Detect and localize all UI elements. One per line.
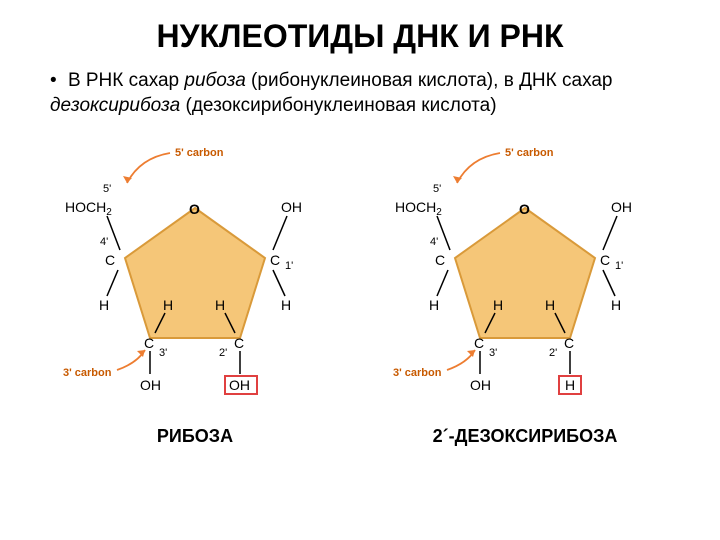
c2-atom: C — [234, 335, 244, 351]
d-c4: C — [435, 252, 445, 268]
d-c1-oh: OH — [611, 199, 632, 215]
c3-oh: OH — [140, 377, 161, 393]
c1-atom: C — [270, 252, 280, 268]
subtitle: • В РНК сахар рибоза (рибонуклеиновая ки… — [0, 55, 720, 118]
d-pos-4: 4' — [430, 236, 438, 248]
c1-h: H — [281, 297, 291, 313]
arrow5-line — [127, 153, 170, 183]
hoch2-label: HOCH2 — [65, 199, 112, 218]
bond-c4-h — [107, 270, 118, 296]
ribose-column: 5' carbon 3' carbon O 4' C 5' HOCH2 — [45, 138, 345, 447]
d-carbon5-label: 5' carbon — [505, 147, 554, 159]
pos-5: 5' — [103, 183, 111, 195]
c3-atom: C — [144, 335, 154, 351]
carbon5-label: 5' carbon — [175, 147, 224, 159]
bond-c1-h — [273, 270, 285, 296]
diagram-row: 5' carbon 3' carbon O 4' C 5' HOCH2 — [0, 118, 720, 447]
pos-4: 4' — [100, 236, 108, 248]
d-pos-3: 3' — [489, 347, 497, 359]
pos-2: 2' — [219, 347, 227, 359]
deoxyribose-name: 2´-ДЕЗОКСИРИБОЗА — [433, 426, 618, 447]
deoxyribose-column: 5' carbon 3' carbon O 4' C 5' HOCH2 H C … — [375, 138, 675, 447]
page-title: НУКЛЕОТИДЫ ДНК И РНК — [0, 0, 720, 55]
d-bond-c4-c5 — [437, 216, 450, 250]
ribose-pentagon — [125, 208, 265, 338]
d-c4-h: H — [429, 297, 439, 313]
pos-3: 3' — [159, 347, 167, 359]
d-carbon3-label: 3' carbon — [393, 367, 442, 379]
bullet-icon: • — [50, 69, 57, 94]
d-arrow5-line — [457, 153, 500, 183]
d-c3: C — [474, 335, 484, 351]
d-pos-1: 1' — [615, 260, 623, 272]
ribose-name: РИБОЗА — [157, 426, 233, 447]
c3-h-in: H — [163, 297, 173, 313]
deoxy-pentagon — [455, 208, 595, 338]
d-ring-o: O — [519, 201, 530, 217]
c2-h-in: H — [215, 297, 225, 313]
d-c3-h-in: H — [493, 297, 503, 313]
c4-atom: C — [105, 252, 115, 268]
subtitle-text: В РНК сахар рибоза (рибонуклеиновая кисл… — [50, 70, 613, 116]
deoxyribose-diagram: 5' carbon 3' carbon O 4' C 5' HOCH2 H C … — [375, 138, 675, 418]
d-bond-c4-h — [437, 270, 448, 296]
d-pos-5: 5' — [433, 183, 441, 195]
d-c3-oh: OH — [470, 377, 491, 393]
d-c2: C — [564, 335, 574, 351]
bond-c1-oh — [273, 216, 287, 250]
bond-c4-c5 — [107, 216, 120, 250]
ribose-diagram: 5' carbon 3' carbon O 4' C 5' HOCH2 — [45, 138, 345, 418]
pos-1: 1' — [285, 260, 293, 272]
c1-oh: OH — [281, 199, 302, 215]
d-c1: C — [600, 252, 610, 268]
d-bond-c1-h — [603, 270, 615, 296]
c2-sub: OH — [229, 377, 250, 393]
d-bond-c1-oh — [603, 216, 617, 250]
d-c2-h-in: H — [545, 297, 555, 313]
ring-o: O — [189, 201, 200, 217]
d-c2-sub: H — [565, 377, 575, 393]
d-hoch2: HOCH2 — [395, 199, 442, 218]
d-pos-2: 2' — [549, 347, 557, 359]
c4-h: H — [99, 297, 109, 313]
d-c1-h: H — [611, 297, 621, 313]
carbon3-label: 3' carbon — [63, 367, 112, 379]
